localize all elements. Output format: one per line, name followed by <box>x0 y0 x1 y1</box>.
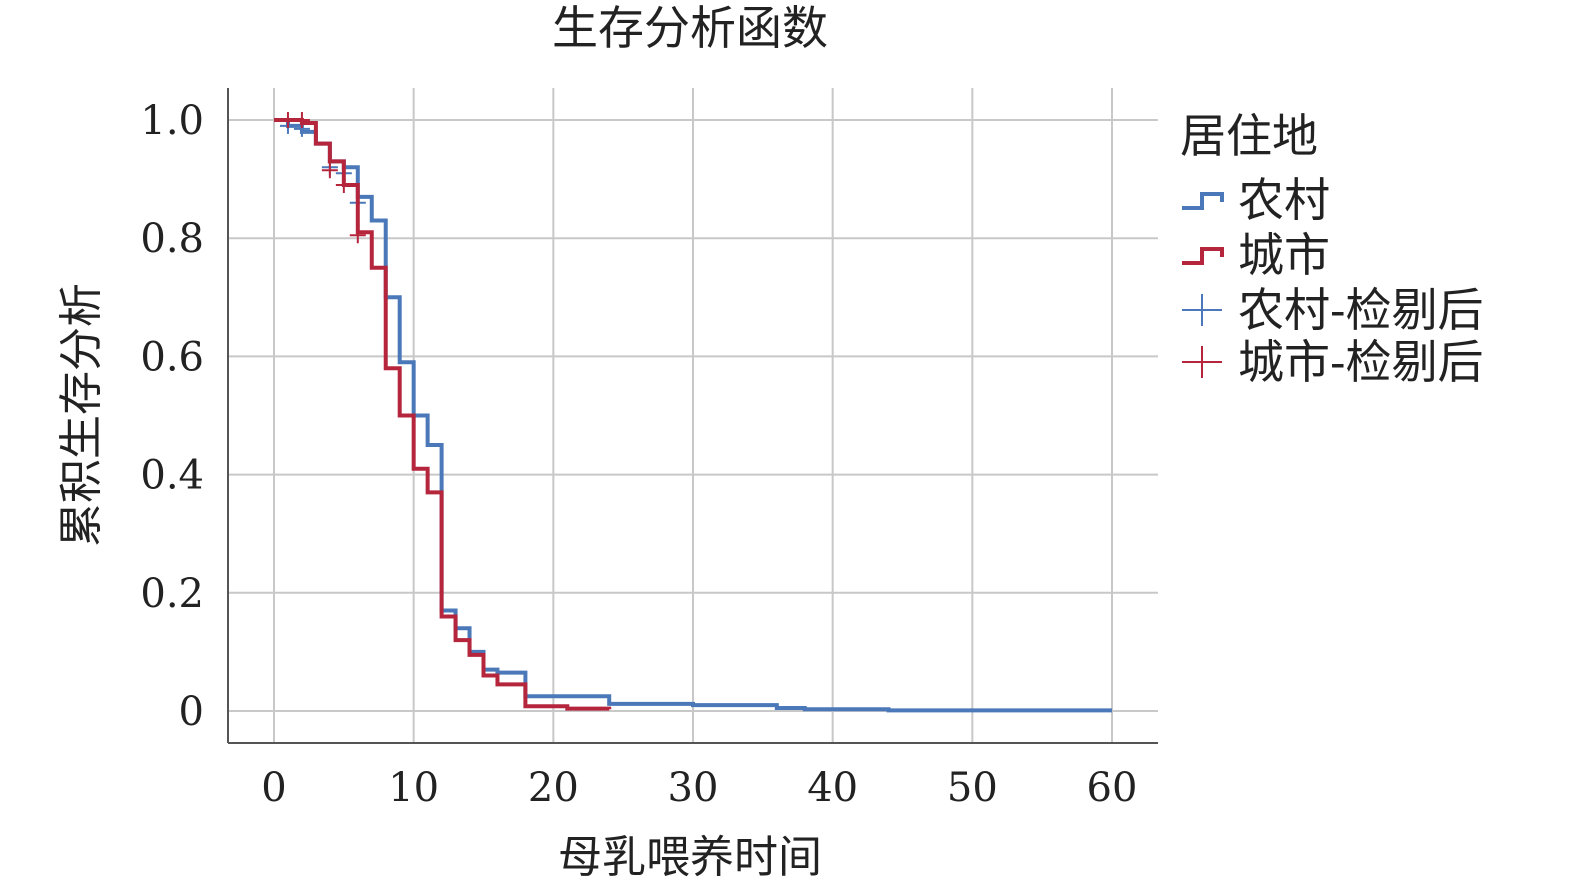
x-tick-label: 20 <box>528 765 579 811</box>
censored-marker <box>279 112 296 128</box>
legend-swatch-step <box>1182 192 1224 210</box>
x-tick-label: 10 <box>388 765 439 811</box>
legend-item: 农村 <box>1182 173 1330 227</box>
series-layer <box>274 112 1112 713</box>
legend-item: 城市-检剔后 <box>1182 335 1484 389</box>
censored-marker <box>349 227 366 244</box>
legend-swatch-step <box>1182 247 1224 265</box>
x-tick-label: 50 <box>947 765 998 811</box>
x-tick-label: 0 <box>261 765 286 811</box>
axes <box>227 88 1158 744</box>
legend-item: 农村-检剔后 <box>1182 283 1484 337</box>
y-tick-label: 0.8 <box>140 216 204 262</box>
series-line-urban <box>274 118 612 711</box>
x-tick-labels: 0 10 20 30 40 50 60 <box>261 765 1137 811</box>
legend-item: 城市 <box>1182 228 1330 282</box>
censored-marker <box>293 112 310 128</box>
legend-label: 农村 <box>1238 173 1330 227</box>
legend-label: 城市-检剔后 <box>1238 335 1484 389</box>
y-tick-labels: 0 0.2 0.4 0.6 0.8 1.0 <box>140 98 204 735</box>
x-tick-label: 60 <box>1087 765 1138 811</box>
censored-marker <box>335 177 352 194</box>
y-tick-label: 0.2 <box>140 571 204 617</box>
legend-label: 城市 <box>1238 228 1330 282</box>
y-tick-label: 0.6 <box>140 334 204 380</box>
grid-lines <box>228 88 1158 743</box>
legend-label: 农村-检剔后 <box>1238 283 1484 337</box>
x-axis-label: 母乳喂养时间 <box>558 832 822 883</box>
y-tick-label: 1.0 <box>140 98 204 144</box>
x-tick-label: 30 <box>668 765 719 811</box>
censored-marker <box>321 162 338 179</box>
chart-title: 生存分析函数 <box>552 1 828 55</box>
legend-title: 居住地 <box>1180 109 1318 163</box>
y-axis-label: 累积生存分析 <box>56 283 107 547</box>
x-tick-label: 40 <box>807 765 858 811</box>
y-tick-label: 0.4 <box>140 453 204 499</box>
y-tick-label: 0 <box>179 689 204 735</box>
